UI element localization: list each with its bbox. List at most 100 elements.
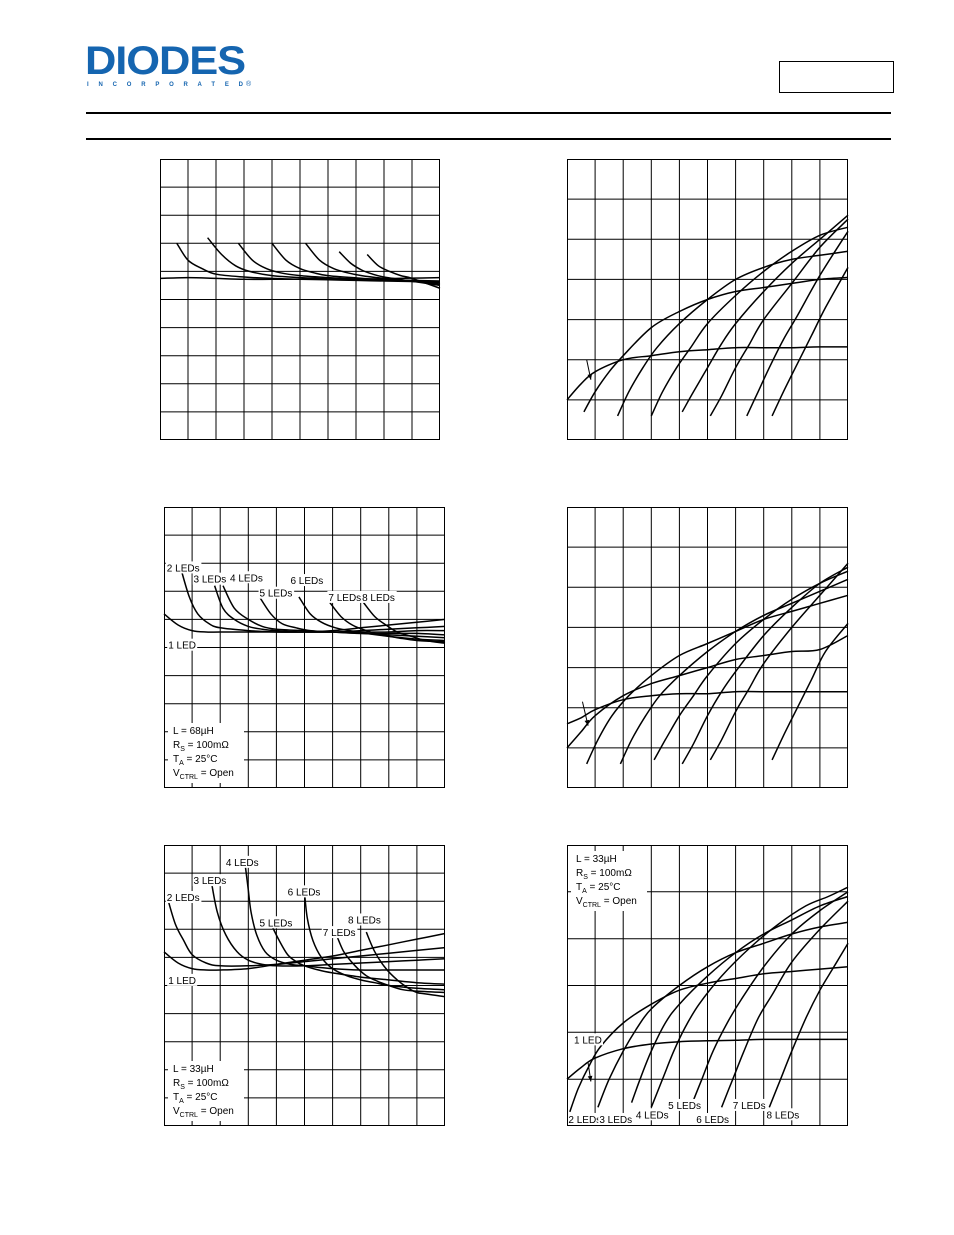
- series-line-7: [709, 562, 849, 761]
- logo-wordmark: DIODES: [85, 40, 245, 83]
- pointer-arrow-head: [587, 1075, 593, 1082]
- series-label: 2 LEDs: [167, 563, 200, 574]
- series-label: 3 LEDs: [194, 876, 227, 887]
- chart-bottom-left: 2 LEDs 3 LEDs 4 LEDs 5 LEDs 6 LEDs 7 LEDs 8 LE…: [163, 845, 446, 1126]
- series-line-5: [681, 214, 849, 413]
- series-label-background: [634, 1108, 671, 1121]
- chart-grid: [567, 159, 848, 440]
- series-line-2: [569, 966, 849, 1113]
- series-label: 7 LEDs: [328, 593, 361, 604]
- series-line-2: [583, 276, 849, 413]
- chart-grid: [567, 507, 848, 788]
- series-line-7: [329, 602, 446, 643]
- series-label-background: [167, 638, 198, 651]
- series-line-4: [630, 895, 849, 1103]
- chart-frame: [567, 159, 848, 440]
- series-label-background: [321, 926, 358, 939]
- series-label-background: [567, 1112, 604, 1125]
- series-label-background: [598, 1112, 634, 1125]
- series-label: 2 LEDs: [167, 893, 200, 904]
- series-label: 1 LED: [574, 1035, 602, 1046]
- series-label: 3 LEDs: [599, 1115, 632, 1126]
- series-line-4: [650, 226, 849, 417]
- series-label-background: [192, 572, 229, 585]
- series-line-3: [213, 585, 446, 633]
- condition-note: L = 33µH: [576, 854, 617, 865]
- series-line-7: [338, 251, 441, 287]
- series-label-background: [167, 973, 198, 986]
- series-label: 3 LEDs: [194, 575, 227, 586]
- chart-top-left: [159, 159, 441, 440]
- conditions-background: [571, 851, 647, 911]
- series-label: 8 LEDs: [348, 915, 381, 926]
- series-label-background: [361, 590, 397, 603]
- conditions-background: [168, 1061, 244, 1121]
- chart-grid: [164, 507, 445, 788]
- condition-note: RS = 100mΩ: [173, 740, 229, 753]
- series-label-background: [224, 855, 261, 868]
- series-line-6: [303, 892, 446, 991]
- series-line-5: [650, 886, 849, 1108]
- series-line-4: [244, 867, 445, 971]
- condition-note: L = 68µH: [173, 726, 214, 737]
- series-label: 4 LEDs: [226, 858, 259, 869]
- series-line-2: [180, 568, 446, 633]
- header-rule-bottom: [86, 138, 891, 140]
- series-line-6: [689, 891, 849, 1108]
- series-label: 2 LEDs: [568, 1115, 601, 1126]
- condition-note: RS = 100mΩ: [173, 1078, 229, 1091]
- series-line-3: [586, 594, 849, 765]
- series-label: 6 LEDs: [696, 1115, 729, 1126]
- series-line-6: [681, 566, 849, 765]
- series-line-8: [771, 267, 849, 417]
- chart-grid: [164, 845, 445, 1126]
- series-label: 1 LED: [168, 641, 196, 652]
- series-line-8: [362, 602, 446, 645]
- chart-frame: [567, 507, 848, 788]
- series-label: 6 LEDs: [290, 576, 323, 587]
- pointer-arrow-head: [587, 373, 593, 380]
- series-line-2: [166, 895, 446, 967]
- condition-note: VCTRL = Open: [576, 896, 637, 909]
- series-label: 7 LEDs: [733, 1101, 766, 1112]
- condition-note: RS = 100mΩ: [576, 868, 632, 881]
- series-label: 8 LEDs: [362, 593, 395, 604]
- condition-note: TA = 25°C: [173, 1092, 218, 1105]
- series-line-7: [720, 900, 849, 1108]
- series-line-1: [566, 346, 849, 401]
- part-number-box: [779, 61, 894, 93]
- series-label-background: [347, 913, 383, 926]
- series-label: 5 LEDs: [260, 918, 293, 929]
- condition-note: VCTRL = Open: [173, 1106, 234, 1119]
- series-label-background: [165, 561, 202, 574]
- series-line-4: [619, 578, 849, 765]
- series-line-2: [176, 242, 441, 283]
- series-label-background: [165, 890, 202, 903]
- series-line-5: [653, 570, 849, 761]
- series-line-6: [709, 218, 849, 417]
- series-label: 8 LEDs: [767, 1110, 800, 1121]
- series-label: 4 LEDs: [636, 1110, 669, 1121]
- chart-frame: [164, 845, 445, 1126]
- series-line-5: [270, 923, 446, 985]
- series-line-3: [597, 921, 849, 1108]
- series-label: 7 LEDs: [323, 928, 356, 939]
- condition-note: TA = 25°C: [173, 754, 218, 767]
- series-label-background: [731, 1098, 768, 1111]
- conditions-background: [168, 723, 244, 783]
- condition-note: TA = 25°C: [576, 882, 621, 895]
- series-line-4: [222, 585, 446, 636]
- series-label: 5 LEDs: [260, 589, 293, 600]
- series-label: 4 LEDs: [230, 573, 263, 584]
- series-label-background: [229, 571, 265, 584]
- series-line-8: [366, 253, 441, 290]
- condition-note: L = 33µH: [173, 1064, 214, 1075]
- series-label: 1 LED: [168, 976, 196, 987]
- diodes-logo: DIODES I N C O R P O R A T E D ®: [85, 40, 252, 88]
- series-line-8: [365, 931, 446, 998]
- chart-frame: [160, 159, 440, 440]
- series-label-background: [289, 574, 326, 587]
- series-line-8: [768, 942, 849, 1108]
- series-label-background: [667, 1098, 703, 1111]
